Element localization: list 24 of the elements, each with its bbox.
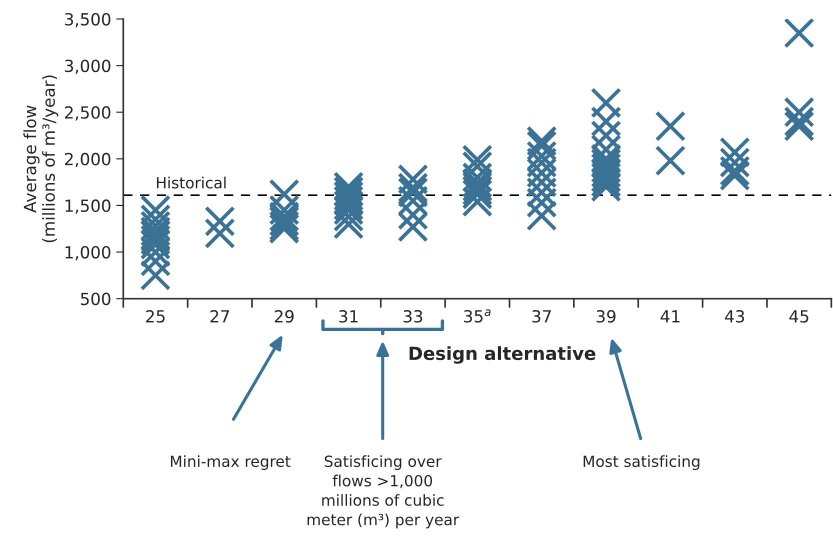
y-tick-label: 2,000 [64,152,110,168]
text: Satisficing over flows >1,000 millions of cubic meter (m³) per year [308,455,460,528]
x-tick-label: 39 [596,310,616,323]
text: Mini-max regret [170,455,290,470]
x-tick-label: 25 [146,310,165,323]
y-tick-label: 500 [80,292,110,306]
x-tick-label: 43 [724,310,744,323]
x-tick-label: 29 [274,310,294,323]
x-tick-label: 45 [789,310,808,323]
x-tick-label: 31 [339,310,358,323]
x-tick-label: 27 [210,310,230,322]
x-tick-label: 35$^{a}$ [464,309,491,323]
ref-line-label: Historical [156,176,226,188]
y-tick-label: 1,000 [66,246,110,260]
text: Most satisficing [584,455,700,470]
x-tick-label: 37 [532,310,551,323]
y-axis-title: Average flow (millions of m³/year) [23,75,58,242]
x-axis-title: Design alternative [410,346,596,364]
y-tick-label: 1,500 [66,199,110,214]
x-tick-label: 41 [660,310,680,322]
y-tick-label: 2,500 [64,106,110,120]
y-tick-label: 3,500 [65,12,110,28]
x-tick-label: 33 [404,310,422,323]
y-tick-label: 3,000 [65,60,110,74]
